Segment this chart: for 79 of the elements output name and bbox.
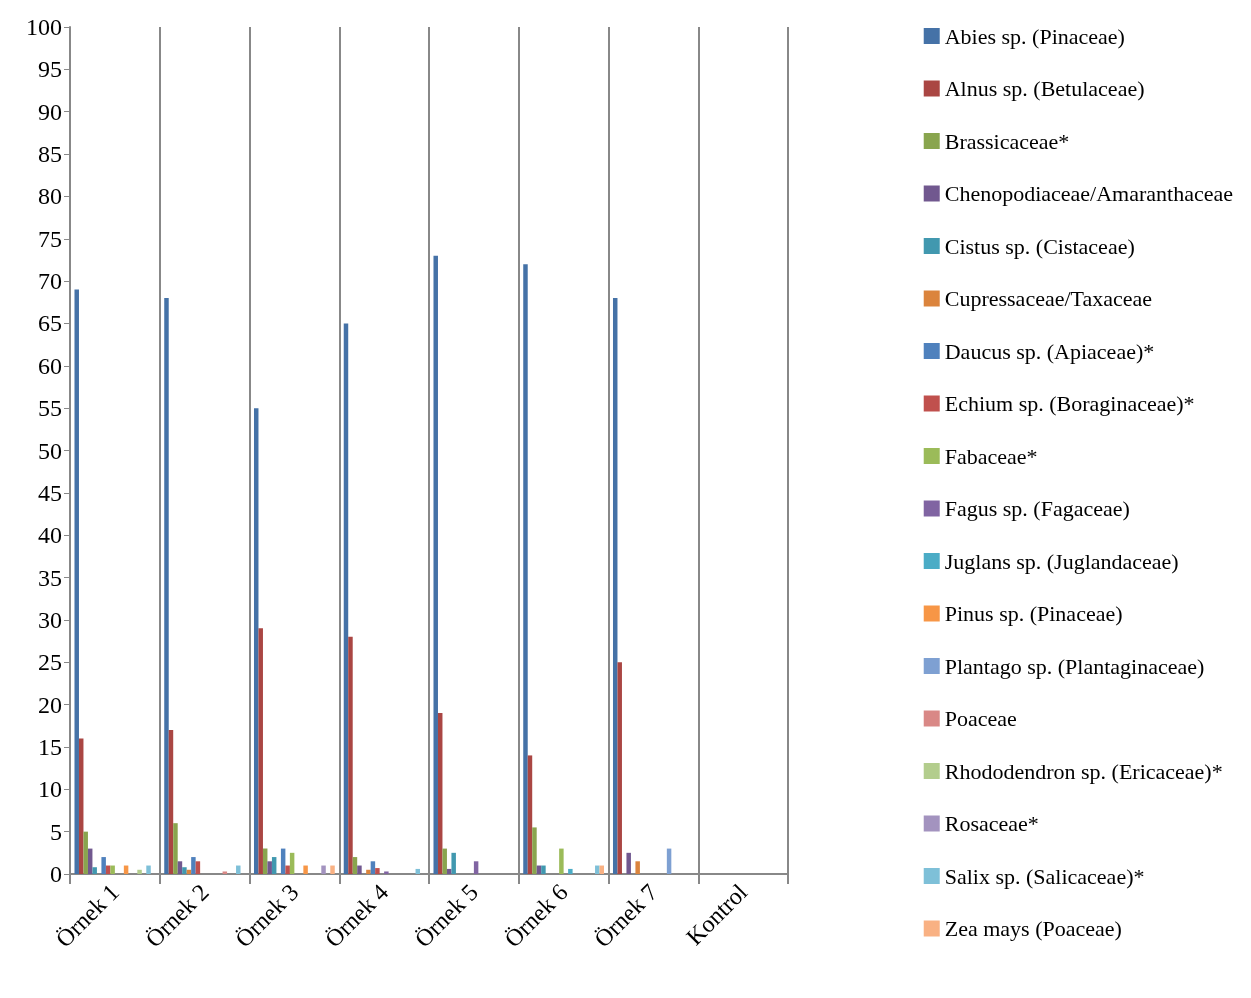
bar [222, 871, 228, 874]
legend-label: Alnus sp. (Betulaceae) [944, 76, 1145, 101]
bar [173, 823, 178, 874]
legend-label: Fabaceae* [944, 443, 1038, 469]
bar [568, 868, 573, 874]
y-tick-label: 10 [38, 776, 62, 803]
bar [384, 871, 389, 874]
bar [321, 865, 326, 874]
bar [74, 289, 79, 874]
y-tick-label: 60 [38, 352, 62, 379]
y-tick-label: 55 [38, 395, 62, 422]
legend-label: Plantago sp. (Plantaginaceae) [944, 653, 1205, 679]
bar [330, 865, 335, 874]
y-tick-label: 65 [38, 310, 62, 337]
bar [236, 865, 241, 874]
bar [523, 264, 528, 874]
y-tick-label: 80 [38, 183, 62, 210]
legend-label: Cupressaceae/Taxaceae [944, 286, 1153, 311]
bar [370, 861, 376, 874]
bar [137, 869, 142, 874]
legend-label: Rosaceae* [944, 811, 1039, 836]
y-tick-label: 100 [26, 14, 62, 40]
bar [348, 636, 353, 874]
legend-label: Chenopodiaceae/Amaranthaceae [944, 181, 1233, 206]
bar [92, 867, 97, 874]
bar [146, 865, 151, 874]
legend-label: Cistus sp. (Cistaceae) [944, 233, 1135, 259]
bar [433, 255, 438, 874]
bar [473, 861, 479, 874]
y-tick-label: 75 [38, 225, 62, 252]
bar [303, 865, 308, 874]
bar [617, 662, 622, 874]
y-tick-label: 35 [38, 564, 62, 591]
y-tick-label: 70 [38, 268, 62, 295]
y-tick-label: 0 [50, 861, 62, 887]
legend-label: Poaceae [944, 706, 1017, 731]
bar [83, 831, 88, 874]
y-tick-label: 90 [38, 98, 62, 125]
bar [182, 867, 187, 874]
bar [559, 848, 564, 874]
legend-label: Brassicaceae* [944, 128, 1070, 154]
bar [595, 865, 600, 874]
bar [451, 852, 456, 874]
legend-label: Juglans sp. (Juglandaceae) [944, 548, 1179, 574]
legend-label: Fagus sp. (Fagaceae) [944, 496, 1130, 521]
bar [442, 848, 447, 874]
bar [258, 628, 263, 874]
y-tick-label: 5 [50, 818, 62, 845]
bar [635, 861, 640, 874]
bar [626, 852, 631, 874]
y-tick-label: 20 [38, 691, 62, 718]
y-tick-label: 95 [38, 56, 62, 83]
bar [101, 857, 106, 874]
legend-label: Pinus sp. (Pinaceae) [944, 601, 1123, 626]
bar [110, 865, 115, 874]
bar [195, 861, 201, 874]
bar [357, 865, 362, 874]
bar [532, 827, 537, 874]
y-tick-label: 25 [38, 649, 62, 676]
y-tick-label: 30 [38, 606, 62, 633]
legend-label: Abies sp. (Pinaceae) [944, 23, 1125, 49]
legend-label: Daucus sp. (Apiaceae)* [944, 338, 1155, 364]
legend-label: Salix sp. (Salicaceae)* [944, 863, 1145, 889]
legend-label: Rhododendron sp. (Ericaceae)* [944, 758, 1223, 784]
bar [177, 861, 183, 874]
bar [366, 869, 371, 874]
bar [541, 865, 546, 874]
bar [285, 865, 290, 874]
bar [191, 857, 196, 874]
legend-label: Zea mays (Poaceae) [944, 916, 1122, 941]
legend-label: Echium sp. (Boraginaceae)* [944, 391, 1195, 416]
y-tick-label: 15 [38, 733, 62, 760]
bar [267, 861, 272, 874]
y-tick-label: 85 [38, 141, 62, 168]
y-tick-label: 40 [38, 522, 62, 549]
bar [164, 298, 169, 874]
y-tick-label: 45 [38, 479, 62, 506]
bar [375, 868, 380, 874]
y-tick-label: 50 [38, 437, 62, 464]
